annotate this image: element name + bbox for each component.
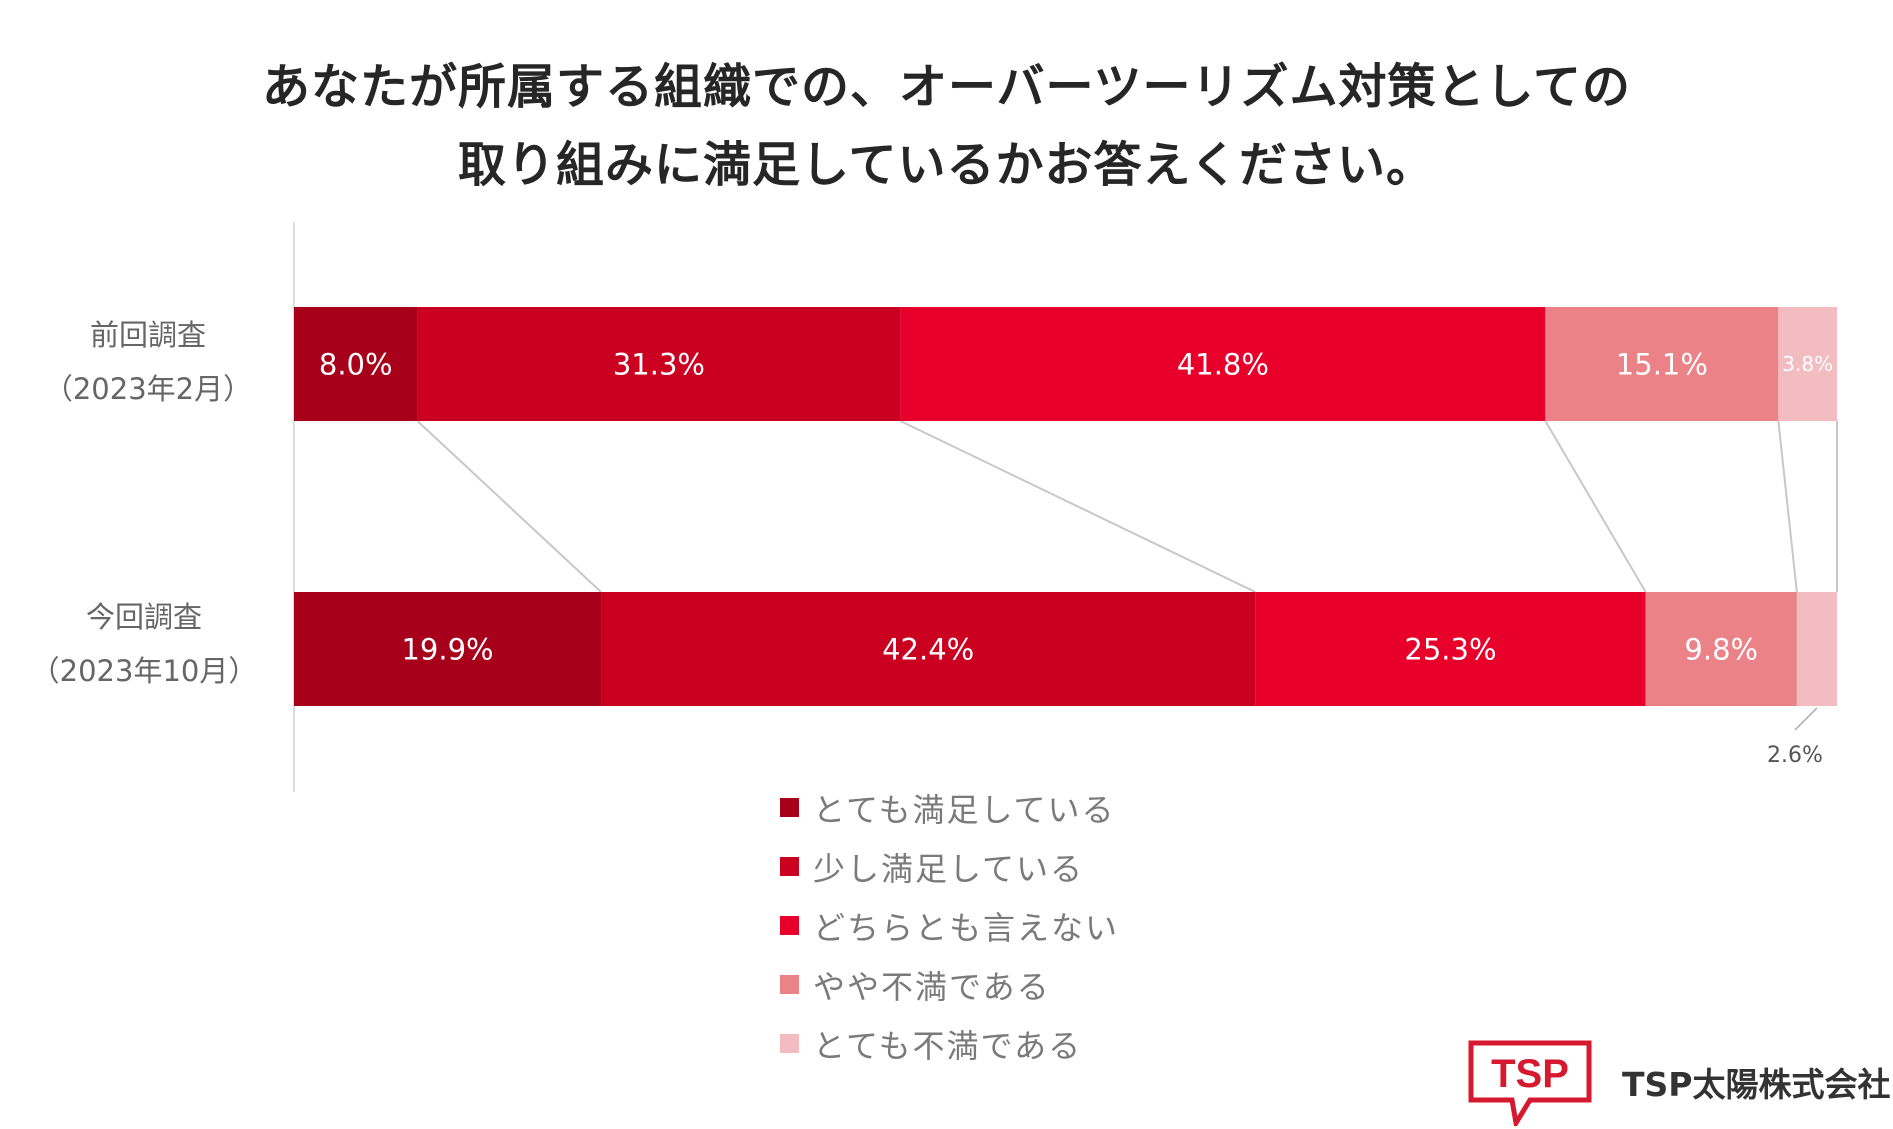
connector-line (1544, 420, 1647, 593)
legend-item-somewhat-satisfied: 少し満足している (780, 837, 1119, 896)
bar-current-survey: 19.9% 42.4% 25.3% 9.8% 2.6% (294, 592, 1837, 768)
legend-item-very-satisfied: とても満足している (780, 778, 1119, 837)
company-logo: TSP TSP太陽株式会社 (1468, 1040, 1890, 1126)
legend-label: 少し満足している (813, 849, 1085, 888)
legend-label: どちらとも言えない (813, 908, 1120, 947)
bar-segment (1778, 307, 1837, 421)
connector-lines (416, 420, 1838, 593)
chart-title-line-2: 取り組みに満足しているかお答えください。 (457, 137, 1436, 193)
chart-title: あなたが所属する組織での、オーバーツーリズム対策としての 取り組みに満足している… (0, 48, 1893, 204)
category-label-current: 今回調査 （2023年10月） (14, 590, 274, 698)
data-label: 2.6% (1767, 743, 1823, 768)
data-label-leader (1794, 707, 1818, 731)
bar-segment (1796, 592, 1837, 706)
chart-title-line-1: あなたが所属する組織での、オーバーツーリズム対策としての (261, 59, 1632, 115)
legend-item-very-dissatisfied: とても不満である (780, 1014, 1119, 1073)
connector-line (1777, 420, 1798, 593)
data-label: 31.3% (613, 347, 705, 381)
data-label: 15.1% (1616, 347, 1708, 381)
legend-item-neutral: どちらとも言えない (780, 896, 1119, 955)
legend-item-somewhat-dissatisfied: やや不満である (780, 955, 1119, 1014)
legend-swatch (780, 857, 799, 876)
legend-swatch (780, 975, 799, 994)
connector-line (416, 420, 602, 593)
category-label-previous-line-2: （2023年2月） (43, 372, 253, 406)
logo-text: TSP (1491, 1052, 1569, 1096)
bar-previous-survey: 8.0% 31.3% 41.8% 15.1% 3.8% (294, 307, 1837, 421)
bar-segment (1545, 307, 1779, 421)
category-label-previous-line-1: 前回調査 (89, 318, 206, 352)
company-name: TSP太陽株式会社 (1622, 1065, 1891, 1104)
bar-segment (1645, 592, 1797, 706)
bar-segment (900, 307, 1546, 421)
data-label: 8.0% (319, 347, 393, 381)
data-label: 41.8% (1177, 347, 1269, 381)
tsp-logo-mark: TSP (1468, 1040, 1592, 1126)
category-label-previous: 前回調査 （2023年2月） (18, 308, 278, 416)
logo-speech-bubble (1468, 1040, 1592, 1126)
connector-line (899, 420, 1256, 593)
legend: とても満足している 少し満足している どちらとも言えない やや不満である とても… (780, 778, 1119, 1073)
bar-segment (294, 592, 602, 706)
data-label: 42.4% (882, 632, 974, 666)
data-label: 3.8% (1782, 352, 1833, 376)
bar-segment (601, 592, 1256, 706)
category-label-current-line-2: （2023年10月） (30, 654, 258, 688)
legend-swatch (780, 798, 799, 817)
legend-swatch (780, 916, 799, 935)
data-label: 25.3% (1404, 632, 1496, 666)
category-label-current-line-1: 今回調査 (85, 600, 202, 634)
data-label: 19.9% (401, 632, 493, 666)
legend-label: やや不満である (813, 967, 1051, 1006)
bar-segment (417, 307, 901, 421)
bar-segment (1255, 592, 1646, 706)
bar-segment (294, 307, 418, 421)
legend-label: とても満足している (813, 790, 1116, 829)
data-label: 9.8% (1684, 632, 1758, 666)
legend-label: とても不満である (813, 1026, 1083, 1065)
legend-swatch (780, 1034, 799, 1053)
